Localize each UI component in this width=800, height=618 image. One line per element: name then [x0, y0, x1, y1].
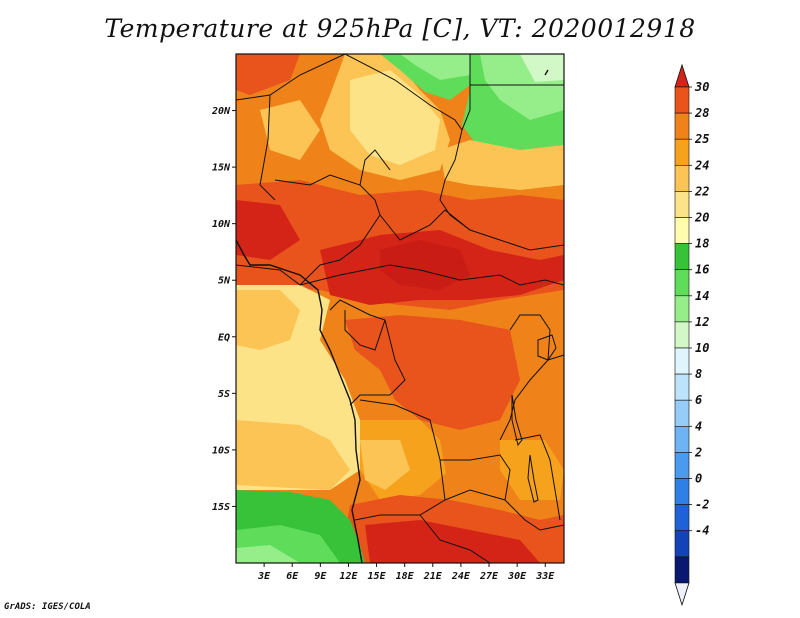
colorbar-bin	[674, 478, 690, 505]
lon-tick-label: 3E	[257, 571, 271, 582]
colorbar-label: -2	[695, 498, 709, 512]
latitude-axis: 20N 15N 10N 5N EQ 5S 10S 15S	[211, 106, 236, 513]
colorbar-bin	[674, 138, 690, 166]
colorbar-bin	[674, 530, 690, 558]
colorbar-bin	[674, 321, 690, 349]
plot-frame	[235, 53, 565, 564]
coastline	[236, 69, 549, 563]
colorbar-label: 20	[694, 211, 709, 225]
colorbar-bin	[674, 191, 690, 218]
colorbar-label: 6	[695, 393, 702, 407]
lon-tick-label: 9E	[314, 571, 327, 582]
colorbar-top-arrow	[674, 63, 690, 88]
colorbar-bin	[674, 399, 690, 427]
credit-text: GrADS: IGES/COLA	[4, 602, 91, 612]
colorbar-bin	[674, 295, 690, 323]
colorbar-bin	[674, 86, 690, 114]
colorbar-label: 25	[694, 132, 709, 146]
colorbar-bin	[674, 373, 690, 401]
lakes	[511, 334, 557, 503]
colorbar-label: 24	[694, 158, 709, 172]
lat-tick-label: 5S	[218, 389, 230, 400]
colorbar-label: 8	[695, 367, 702, 381]
lat-tick-label: 10N	[212, 219, 231, 230]
colorbar-label: 18	[695, 237, 709, 251]
colorbar-label: 30	[694, 80, 709, 94]
colorbar-bin	[674, 556, 690, 584]
longitude-axis: 3E 6E 9E 12E 15E 18E 21E 24E 27E 30E 33E	[257, 563, 555, 582]
lon-tick-label: 6E	[286, 571, 299, 582]
colorbar-label: 10	[695, 341, 709, 355]
lon-tick-label: 18E	[396, 571, 415, 582]
colorbar-bin	[674, 112, 690, 140]
lat-tick-label: 20N	[211, 106, 231, 117]
colorbar-bin	[674, 165, 690, 192]
colorbar-label: 16	[695, 263, 709, 277]
lat-tick-label: 15N	[212, 163, 231, 174]
lon-tick-label: 30E	[507, 571, 527, 582]
lon-tick-label: 33E	[535, 571, 555, 582]
colorbar-bin	[674, 347, 690, 375]
lat-tick-label: 15S	[212, 502, 230, 513]
colorbar-bin	[674, 217, 690, 244]
lon-tick-label: 21E	[423, 571, 443, 582]
colorbar-label: 28	[694, 106, 709, 120]
colorbar-bin	[674, 452, 690, 479]
colorbar-bin	[674, 425, 690, 453]
colorbar-bottom-arrow	[674, 582, 690, 607]
lat-tick-label: 5N	[218, 276, 231, 287]
colorbar-label: 2	[694, 445, 702, 459]
colorbar-label: 22	[694, 184, 709, 198]
colorbar-label: 14	[695, 289, 709, 303]
lon-tick-label: 27E	[479, 571, 499, 582]
colorbar-label: 4	[695, 419, 702, 433]
colorbar-label: 0	[695, 472, 702, 486]
colorbar-bin	[674, 504, 690, 532]
lon-tick-label: 12E	[339, 571, 358, 582]
map-title: Temperature at 925hPa [C], VT: 202001291…	[104, 14, 696, 43]
lat-tick-label: EQ	[218, 332, 230, 343]
colorbar-label: 12	[695, 315, 709, 329]
colorbar-label: -4	[695, 524, 709, 538]
temperature-field	[236, 54, 564, 563]
lon-tick-label: 15E	[368, 571, 387, 582]
country-borders	[236, 54, 564, 563]
colorbar-bin	[674, 269, 690, 297]
lat-tick-label: 10S	[212, 445, 230, 456]
lon-tick-label: 24E	[451, 571, 471, 582]
colorbar-bin	[674, 243, 690, 271]
